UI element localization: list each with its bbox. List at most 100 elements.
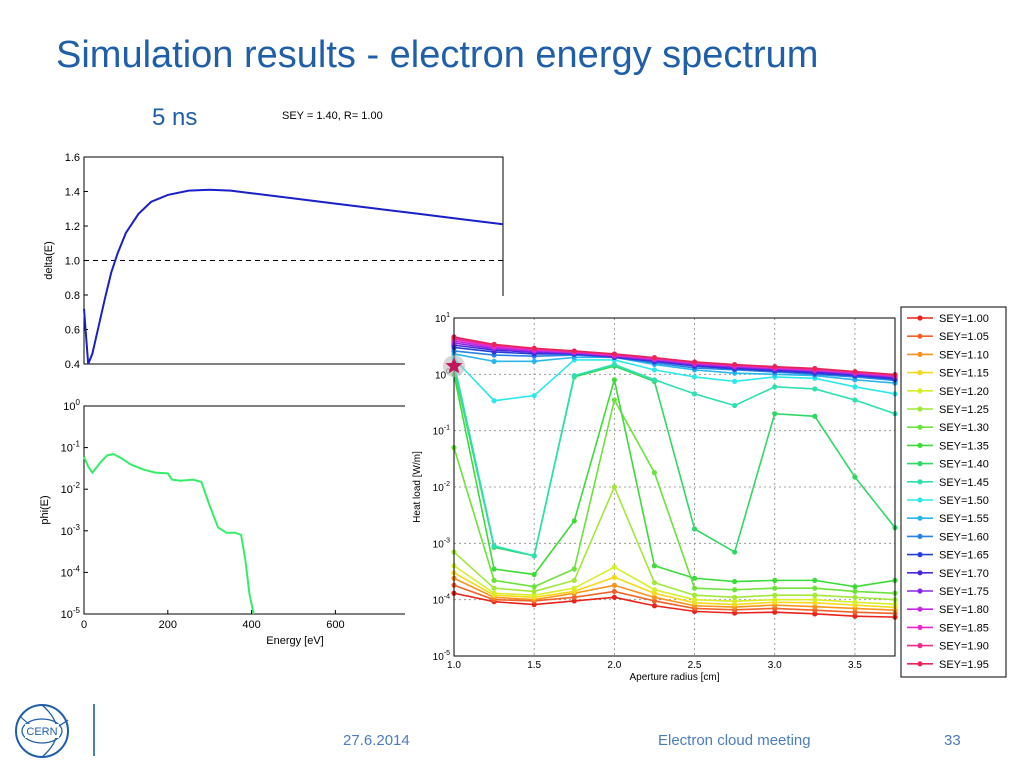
heat-data-point <box>531 571 537 578</box>
heat-data-point <box>852 599 858 605</box>
heat-data-point <box>531 345 537 351</box>
heat-data-point <box>571 566 577 572</box>
heat-data-point <box>611 361 617 368</box>
heat-data-point <box>651 470 658 476</box>
phi-x-tick-label: 0 <box>81 619 87 631</box>
heat-data-point <box>812 577 818 583</box>
heat-data-point <box>691 575 698 581</box>
delta-y-tick-label: 0.4 <box>65 359 80 371</box>
delta-y-tick-label: 0.6 <box>65 325 80 337</box>
legend-label: SEY=1.55 <box>939 513 989 525</box>
heat-series-line <box>453 577 896 612</box>
heat-series-line <box>453 336 896 376</box>
heat-data-point <box>812 592 818 598</box>
legend-marker <box>917 461 923 467</box>
heat-data-point <box>732 598 738 604</box>
heat-data-point <box>651 603 658 609</box>
phi-x-axis-label: Energy [eV] <box>266 635 323 647</box>
legend-marker <box>917 442 923 448</box>
chart-title: SEY = 1.40, R= 1.00 <box>282 110 383 122</box>
delta-chart: 0.4 0.6 0.8 1.0 1.2 1.4 1.6 delta(E) <box>43 152 504 371</box>
heat-data-point <box>611 351 617 357</box>
heat-data-point <box>651 594 658 600</box>
delta-curve <box>83 188 504 365</box>
heat-data-point <box>611 594 617 600</box>
heat-data-point <box>491 341 497 347</box>
phi-chart: 10-5 10-4 10-3 10-2 10-1 100 0 200 400 600 phi(E) E… <box>39 398 504 647</box>
heat-data-point <box>852 368 858 375</box>
heat-data-point <box>691 526 698 532</box>
heat-data-point <box>651 598 658 604</box>
heat-data-point <box>651 355 658 361</box>
heat-data-point <box>571 518 577 524</box>
page-number: 33 <box>944 732 961 749</box>
delta-y-tick-label: 1.2 <box>65 221 80 233</box>
heat-data-point <box>531 358 537 364</box>
phi-y-tick-label: 10-2 <box>61 481 81 496</box>
heat-data-point <box>772 585 778 591</box>
heat-x-tick-label: 2.0 <box>607 660 621 671</box>
phi-y-tick-label: 10-3 <box>61 523 81 538</box>
heat-data-point <box>852 397 858 403</box>
legend-box <box>900 306 1007 678</box>
heat-series-line <box>453 353 896 384</box>
heat-load-chart: 10-510-410-310-210-11001011.01.52.02.53.… <box>405 296 1024 690</box>
heat-data-point <box>852 474 858 480</box>
phi-y-tick-label: 10-5 <box>61 606 81 621</box>
heat-data-point <box>852 384 858 390</box>
legend-label: SEY=1.30 <box>939 422 989 434</box>
heat-data-point <box>571 577 577 583</box>
heat-data-point <box>611 484 617 490</box>
legend-label: SEY=1.95 <box>939 659 989 671</box>
logo-text: CERN <box>26 726 57 738</box>
legend-label: SEY=1.65 <box>939 550 989 562</box>
heat-data-point <box>691 359 698 365</box>
legend-marker <box>917 588 923 594</box>
heat-x-tick-label: 1.5 <box>527 660 541 671</box>
legend-marker <box>917 497 923 503</box>
heat-data-point <box>772 592 778 598</box>
phi-y-tick-label: 10-4 <box>61 564 81 579</box>
heat-data-point <box>491 398 497 404</box>
legend-marker <box>917 315 923 321</box>
heat-data-point <box>732 594 738 600</box>
heat-data-point <box>571 594 577 600</box>
heat-data-point <box>812 365 818 372</box>
delta-y-tick-label: 0.8 <box>65 290 80 302</box>
heat-data-point <box>732 549 738 555</box>
legend-marker <box>917 351 923 357</box>
heat-data-point <box>531 392 537 399</box>
legend-marker <box>917 643 923 649</box>
legend-marker <box>917 661 923 667</box>
heat-data-point <box>491 543 497 549</box>
heat-data-point <box>571 585 577 591</box>
heat-data-point <box>852 609 858 615</box>
phi-x-tick-label: 400 <box>242 619 260 631</box>
heat-data-point <box>812 597 818 603</box>
phi-y-tick-label: 100 <box>63 398 80 413</box>
legend-marker <box>917 552 923 558</box>
heat-data-point <box>491 577 497 583</box>
heat-data-point <box>611 588 617 595</box>
heat-data-point <box>531 588 537 595</box>
heat-series-line <box>453 350 896 382</box>
legend-marker <box>917 388 923 394</box>
heat-data-point <box>812 386 818 392</box>
heat-data-point <box>772 609 778 615</box>
heat-data-point <box>651 580 658 586</box>
heat-data-point <box>611 574 617 580</box>
heat-data-point <box>611 564 617 570</box>
heat-x-tick-label: 3.5 <box>848 660 862 671</box>
heat-data-point <box>531 592 537 598</box>
legend-marker <box>917 606 923 612</box>
heat-data-point <box>732 587 738 593</box>
cern-logo: CERN <box>12 700 76 767</box>
heat-data-point <box>732 361 738 368</box>
legend-label: SEY=1.40 <box>939 459 989 471</box>
legend-label: SEY=1.20 <box>939 386 989 398</box>
heat-data-point <box>691 592 698 598</box>
heat-series-line <box>453 358 896 402</box>
slide-title: Simulation results - electron energy spe… <box>56 34 819 76</box>
legend-label: SEY=1.90 <box>939 641 989 653</box>
heat-data-point <box>651 377 658 383</box>
